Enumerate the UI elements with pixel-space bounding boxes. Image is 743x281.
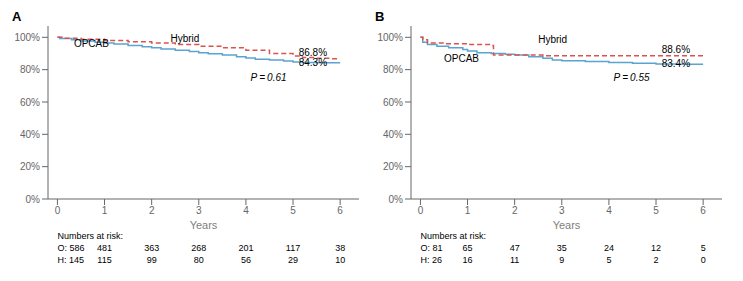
svg-text:4: 4 [243,205,249,216]
svg-text:481: 481 [97,243,112,253]
svg-text:4: 4 [606,205,612,216]
svg-text:29: 29 [288,255,298,265]
svg-text:Hybrid: Hybrid [171,33,200,44]
svg-text:88.6%: 88.6% [662,44,690,55]
svg-text:B: B [375,9,384,24]
svg-text:O: 81: O: 81 [420,243,442,253]
svg-text:20%: 20% [20,161,40,172]
svg-text:80%: 80% [383,64,403,75]
svg-text:6: 6 [337,205,343,216]
svg-text:117: 117 [286,243,300,253]
svg-text:5: 5 [701,243,706,253]
svg-text:24: 24 [604,243,614,253]
svg-text:115: 115 [97,255,111,265]
svg-text:3: 3 [559,205,565,216]
svg-text:56: 56 [241,255,251,265]
svg-text:3: 3 [196,205,202,216]
svg-text:1: 1 [102,205,108,216]
svg-text:2: 2 [149,205,155,216]
svg-text:1: 1 [465,205,471,216]
svg-text:0: 0 [701,255,706,265]
svg-text:OPCAB: OPCAB [444,53,479,64]
svg-text:5: 5 [653,205,659,216]
svg-text:Years: Years [190,219,218,231]
svg-text:40%: 40% [20,129,40,140]
svg-text:0%: 0% [389,194,404,205]
svg-text:268: 268 [191,243,206,253]
svg-text:16: 16 [463,255,473,265]
svg-text:Years: Years [553,219,581,231]
svg-text:10: 10 [335,255,345,265]
svg-text:OPCAB: OPCAB [74,38,109,49]
svg-text:0%: 0% [26,194,41,205]
svg-text:P = 0.61: P = 0.61 [251,72,287,83]
svg-text:Hybrid: Hybrid [538,34,567,45]
svg-text:80%: 80% [20,64,40,75]
svg-text:H: 26: H: 26 [420,255,442,265]
svg-text:0: 0 [55,205,61,216]
svg-text:65: 65 [463,243,473,253]
svg-text:11: 11 [510,255,519,265]
svg-text:12: 12 [651,243,661,253]
svg-text:9: 9 [559,255,564,265]
svg-text:5: 5 [606,255,611,265]
svg-text:2: 2 [512,205,518,216]
svg-text:A: A [12,9,22,24]
svg-text:38: 38 [335,243,345,253]
svg-text:2: 2 [654,255,659,265]
svg-text:363: 363 [144,243,159,253]
svg-text:201: 201 [238,243,253,253]
svg-text:0: 0 [418,205,424,216]
svg-text:84.3%: 84.3% [299,57,327,68]
svg-text:100%: 100% [377,32,403,43]
svg-text:99: 99 [147,255,157,265]
svg-text:86.8%: 86.8% [299,47,327,58]
svg-text:P = 0.55: P = 0.55 [614,72,650,83]
svg-text:83.4%: 83.4% [662,58,690,69]
svg-text:Numbers at risk:: Numbers at risk: [57,231,123,241]
svg-text:100%: 100% [14,32,40,43]
svg-text:80: 80 [194,255,204,265]
svg-text:6: 6 [700,205,706,216]
svg-text:60%: 60% [20,97,40,108]
svg-text:O: 586: O: 586 [57,243,84,253]
svg-text:20%: 20% [383,161,403,172]
svg-text:H: 145: H: 145 [57,255,84,265]
svg-text:47: 47 [510,243,520,253]
svg-text:Numbers at risk:: Numbers at risk: [420,231,486,241]
svg-text:5: 5 [290,205,296,216]
svg-text:40%: 40% [383,129,403,140]
svg-text:35: 35 [557,243,567,253]
svg-text:60%: 60% [383,97,403,108]
